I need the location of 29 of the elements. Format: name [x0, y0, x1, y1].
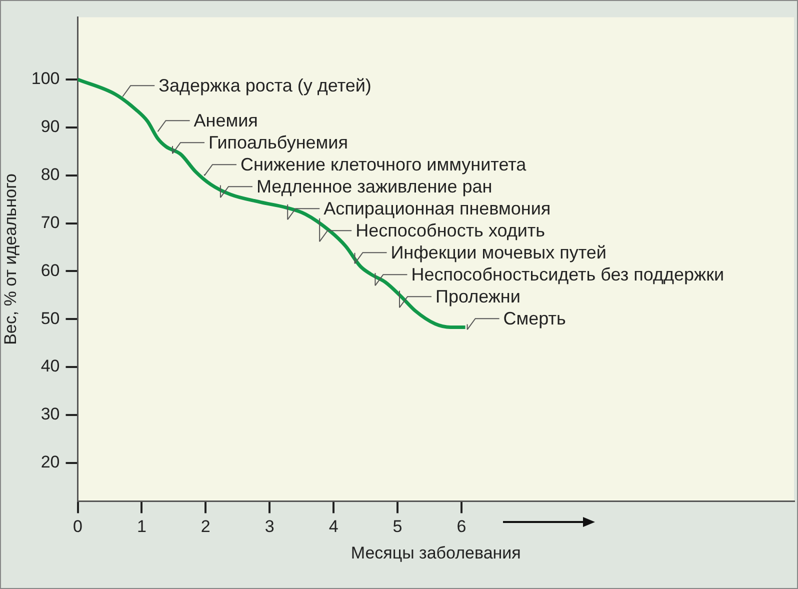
annotation: Неспособностьсидеть без поддержки [411, 264, 724, 285]
annotation: Задержка роста (у детей) [158, 76, 372, 96]
y-tick-label: 40 [40, 356, 60, 376]
y-axis-title: Вес, % от идеального [0, 173, 20, 345]
annotation: Аспирационная пневмония [324, 198, 551, 219]
annotation: Смерть [503, 308, 566, 329]
annotation: Неспособность ходить [356, 220, 546, 241]
x-tick-label: 6 [456, 517, 466, 536]
y-tick-label: 100 [31, 69, 60, 88]
y-tick-label: 30 [40, 404, 60, 424]
x-axis-title: Месяцы заболевания [350, 543, 521, 562]
x-tick-label: 0 [73, 517, 82, 536]
x-tick-label: 5 [392, 517, 402, 536]
y-tick-label: 20 [40, 452, 60, 472]
annotation: Снижение клеточного иммунитета [240, 154, 528, 175]
y-tick-label: 80 [40, 165, 60, 184]
annotation: Пролежни [436, 286, 520, 307]
y-tick-label: 70 [40, 212, 60, 232]
annotation: Инфекции мочевых путей [390, 242, 606, 263]
y-tick-label: 90 [40, 117, 60, 136]
y-tick-label: 50 [40, 308, 60, 328]
x-tick-label: 3 [264, 517, 274, 536]
annotation: Анемия [194, 110, 258, 131]
y-tick-label: 60 [40, 260, 60, 280]
annotation: Гипоальбунемия [208, 132, 348, 153]
x-tick-label: 4 [328, 517, 338, 536]
x-tick-label: 2 [200, 517, 210, 536]
x-tick-label: 1 [136, 517, 146, 536]
annotation: Медленное заживление ран [256, 176, 492, 197]
